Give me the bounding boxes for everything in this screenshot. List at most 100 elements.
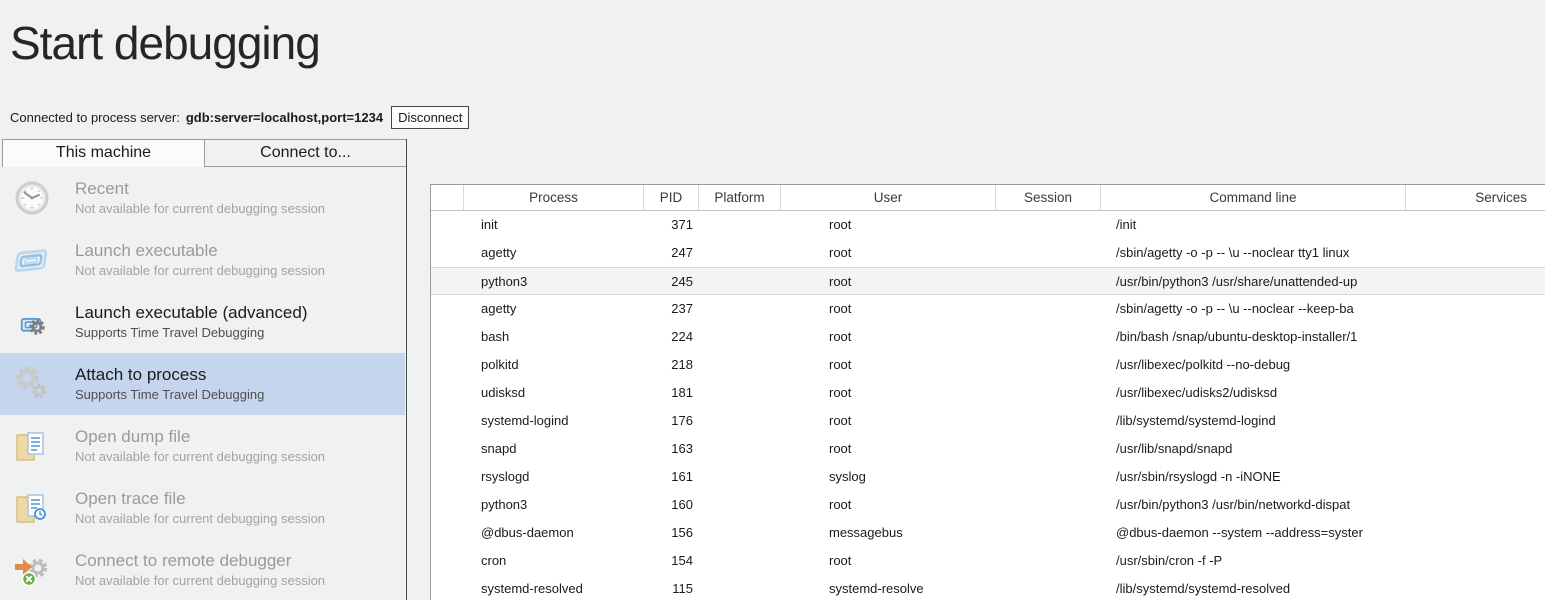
process-row[interactable]: polkitd 218 root /usr/libexec/polkitd --… — [431, 351, 1545, 379]
services-cell[interactable] — [1406, 379, 1545, 407]
platform-cell[interactable] — [699, 379, 781, 407]
process-row[interactable]: rsyslogd 161 syslog /usr/sbin/rsyslogd -… — [431, 463, 1545, 491]
command-line-cell[interactable]: /sbin/agetty -o -p -- \u --noclear tty1 … — [1116, 245, 1350, 260]
command-line-cell[interactable]: /usr/lib/snapd/snapd — [1116, 441, 1233, 456]
column-header-pid[interactable]: PID — [644, 185, 699, 210]
services-cell[interactable] — [1406, 491, 1545, 519]
process-name-cell[interactable]: systemd-logind — [481, 413, 569, 428]
user-cell[interactable]: root — [829, 217, 852, 232]
services-cell[interactable] — [1406, 323, 1545, 351]
user-cell[interactable]: root — [829, 301, 852, 316]
services-cell[interactable] — [1406, 435, 1545, 463]
pid-cell[interactable]: 154 — [671, 553, 693, 568]
row-selector-cell[interactable] — [431, 379, 464, 407]
session-cell[interactable] — [996, 268, 1101, 294]
column-header-services[interactable]: Services — [1475, 190, 1527, 205]
tab-connect-to[interactable]: Connect to... — [205, 139, 406, 167]
process-row[interactable]: cron 154 root /usr/sbin/cron -f -P — [431, 547, 1545, 575]
services-cell[interactable] — [1406, 575, 1545, 600]
row-selector-cell[interactable] — [431, 575, 464, 600]
pid-cell[interactable]: 163 — [671, 441, 693, 456]
services-cell[interactable] — [1406, 295, 1545, 323]
session-cell[interactable] — [996, 435, 1101, 463]
services-cell[interactable] — [1406, 547, 1545, 575]
sidebar-item-open-trace-file[interactable]: Open trace file Not available for curren… — [0, 477, 405, 539]
command-line-cell[interactable]: /usr/sbin/cron -f -P — [1116, 553, 1223, 568]
process-row[interactable]: agetty 237 root /sbin/agetty -o -p -- \u… — [431, 295, 1545, 323]
command-line-cell[interactable]: /lib/systemd/systemd-logind — [1116, 413, 1276, 428]
user-cell[interactable]: syslog — [829, 469, 866, 484]
session-cell[interactable] — [996, 211, 1101, 239]
sidebar-item-launch-executable-advanced[interactable]: Launch executable (advanced) Supports Ti… — [0, 291, 405, 353]
user-cell[interactable]: root — [829, 497, 852, 512]
row-selector-cell[interactable] — [431, 463, 464, 491]
platform-cell[interactable] — [699, 351, 781, 379]
row-selector-cell[interactable] — [431, 211, 464, 239]
row-selector-cell[interactable] — [431, 268, 464, 294]
command-line-cell[interactable]: /usr/libexec/polkitd --no-debug — [1116, 357, 1291, 372]
process-name-cell[interactable]: agetty — [481, 301, 517, 316]
user-cell[interactable]: root — [829, 245, 852, 260]
process-name-cell[interactable]: init — [481, 217, 498, 232]
sidebar-item-attach-to-process[interactable]: Attach to process Supports Time Travel D… — [0, 353, 405, 415]
command-line-cell[interactable]: /bin/bash /snap/ubuntu-desktop-installer… — [1116, 329, 1358, 344]
row-selector-cell[interactable] — [431, 295, 464, 323]
session-cell[interactable] — [996, 519, 1101, 547]
services-cell[interactable] — [1406, 519, 1545, 547]
command-line-cell[interactable]: /usr/bin/python3 /usr/share/unattended-u… — [1116, 274, 1358, 289]
user-cell[interactable]: systemd-resolve — [829, 581, 924, 596]
command-line-cell[interactable]: /usr/bin/python3 /usr/bin/networkd-dispa… — [1116, 497, 1351, 512]
user-cell[interactable]: root — [829, 385, 852, 400]
session-cell[interactable] — [996, 547, 1101, 575]
session-cell[interactable] — [996, 407, 1101, 435]
sidebar-item-recent[interactable]: Recent Not available for current debuggi… — [0, 167, 405, 229]
services-cell[interactable] — [1406, 351, 1545, 379]
process-name-cell[interactable]: python3 — [481, 274, 528, 289]
process-row[interactable]: snapd 163 root /usr/lib/snapd/snapd — [431, 435, 1545, 463]
platform-cell[interactable] — [699, 239, 781, 267]
disconnect-button[interactable]: Disconnect — [391, 106, 470, 129]
process-row[interactable]: @dbus-daemon 156 messagebus @dbus-daemon… — [431, 519, 1545, 547]
process-name-cell[interactable]: systemd-resolved — [481, 581, 583, 596]
sidebar-item-launch-executable[interactable]: Launch executable Not available for curr… — [0, 229, 405, 291]
session-cell[interactable] — [996, 351, 1101, 379]
row-selector-cell[interactable] — [431, 323, 464, 351]
services-cell[interactable] — [1406, 463, 1545, 491]
column-header-user[interactable]: User — [781, 185, 996, 210]
command-line-cell[interactable]: /usr/sbin/rsyslogd -n -iNONE — [1116, 469, 1281, 484]
platform-cell[interactable] — [699, 211, 781, 239]
session-cell[interactable] — [996, 295, 1101, 323]
platform-cell[interactable] — [699, 547, 781, 575]
platform-cell[interactable] — [699, 491, 781, 519]
row-selector-cell[interactable] — [431, 351, 464, 379]
pid-cell[interactable]: 156 — [671, 525, 693, 540]
pid-cell[interactable]: 181 — [671, 385, 693, 400]
process-name-cell[interactable]: snapd — [481, 441, 517, 456]
process-name-cell[interactable]: udisksd — [481, 385, 526, 400]
user-cell[interactable]: root — [829, 553, 852, 568]
platform-cell[interactable] — [699, 463, 781, 491]
session-cell[interactable] — [996, 491, 1101, 519]
row-selector-cell[interactable] — [431, 491, 464, 519]
services-cell[interactable] — [1406, 407, 1545, 435]
user-cell[interactable]: root — [829, 274, 852, 289]
process-row[interactable]: agetty 247 root /sbin/agetty -o -p -- \u… — [431, 239, 1545, 267]
platform-cell[interactable] — [699, 268, 781, 294]
platform-cell[interactable] — [699, 435, 781, 463]
pid-cell[interactable]: 237 — [671, 301, 693, 316]
pid-cell[interactable]: 218 — [671, 357, 693, 372]
row-selector-cell[interactable] — [431, 519, 464, 547]
platform-cell[interactable] — [699, 407, 781, 435]
column-header-command-line[interactable]: Command line — [1101, 185, 1406, 210]
process-row[interactable]: systemd-resolved 115 systemd-resolve /li… — [431, 575, 1545, 600]
tab-this-machine[interactable]: This machine — [2, 139, 205, 167]
process-name-cell[interactable]: bash — [481, 329, 510, 344]
services-cell[interactable] — [1406, 211, 1545, 239]
session-cell[interactable] — [996, 239, 1101, 267]
command-line-cell[interactable]: /sbin/agetty -o -p -- \u --noclear --kee… — [1116, 301, 1354, 316]
pid-cell[interactable]: 115 — [672, 581, 693, 596]
row-selector-cell[interactable] — [431, 435, 464, 463]
command-line-cell[interactable]: /init — [1116, 217, 1137, 232]
user-cell[interactable]: root — [829, 413, 852, 428]
command-line-cell[interactable]: @dbus-daemon --system --address=syster — [1116, 525, 1363, 540]
